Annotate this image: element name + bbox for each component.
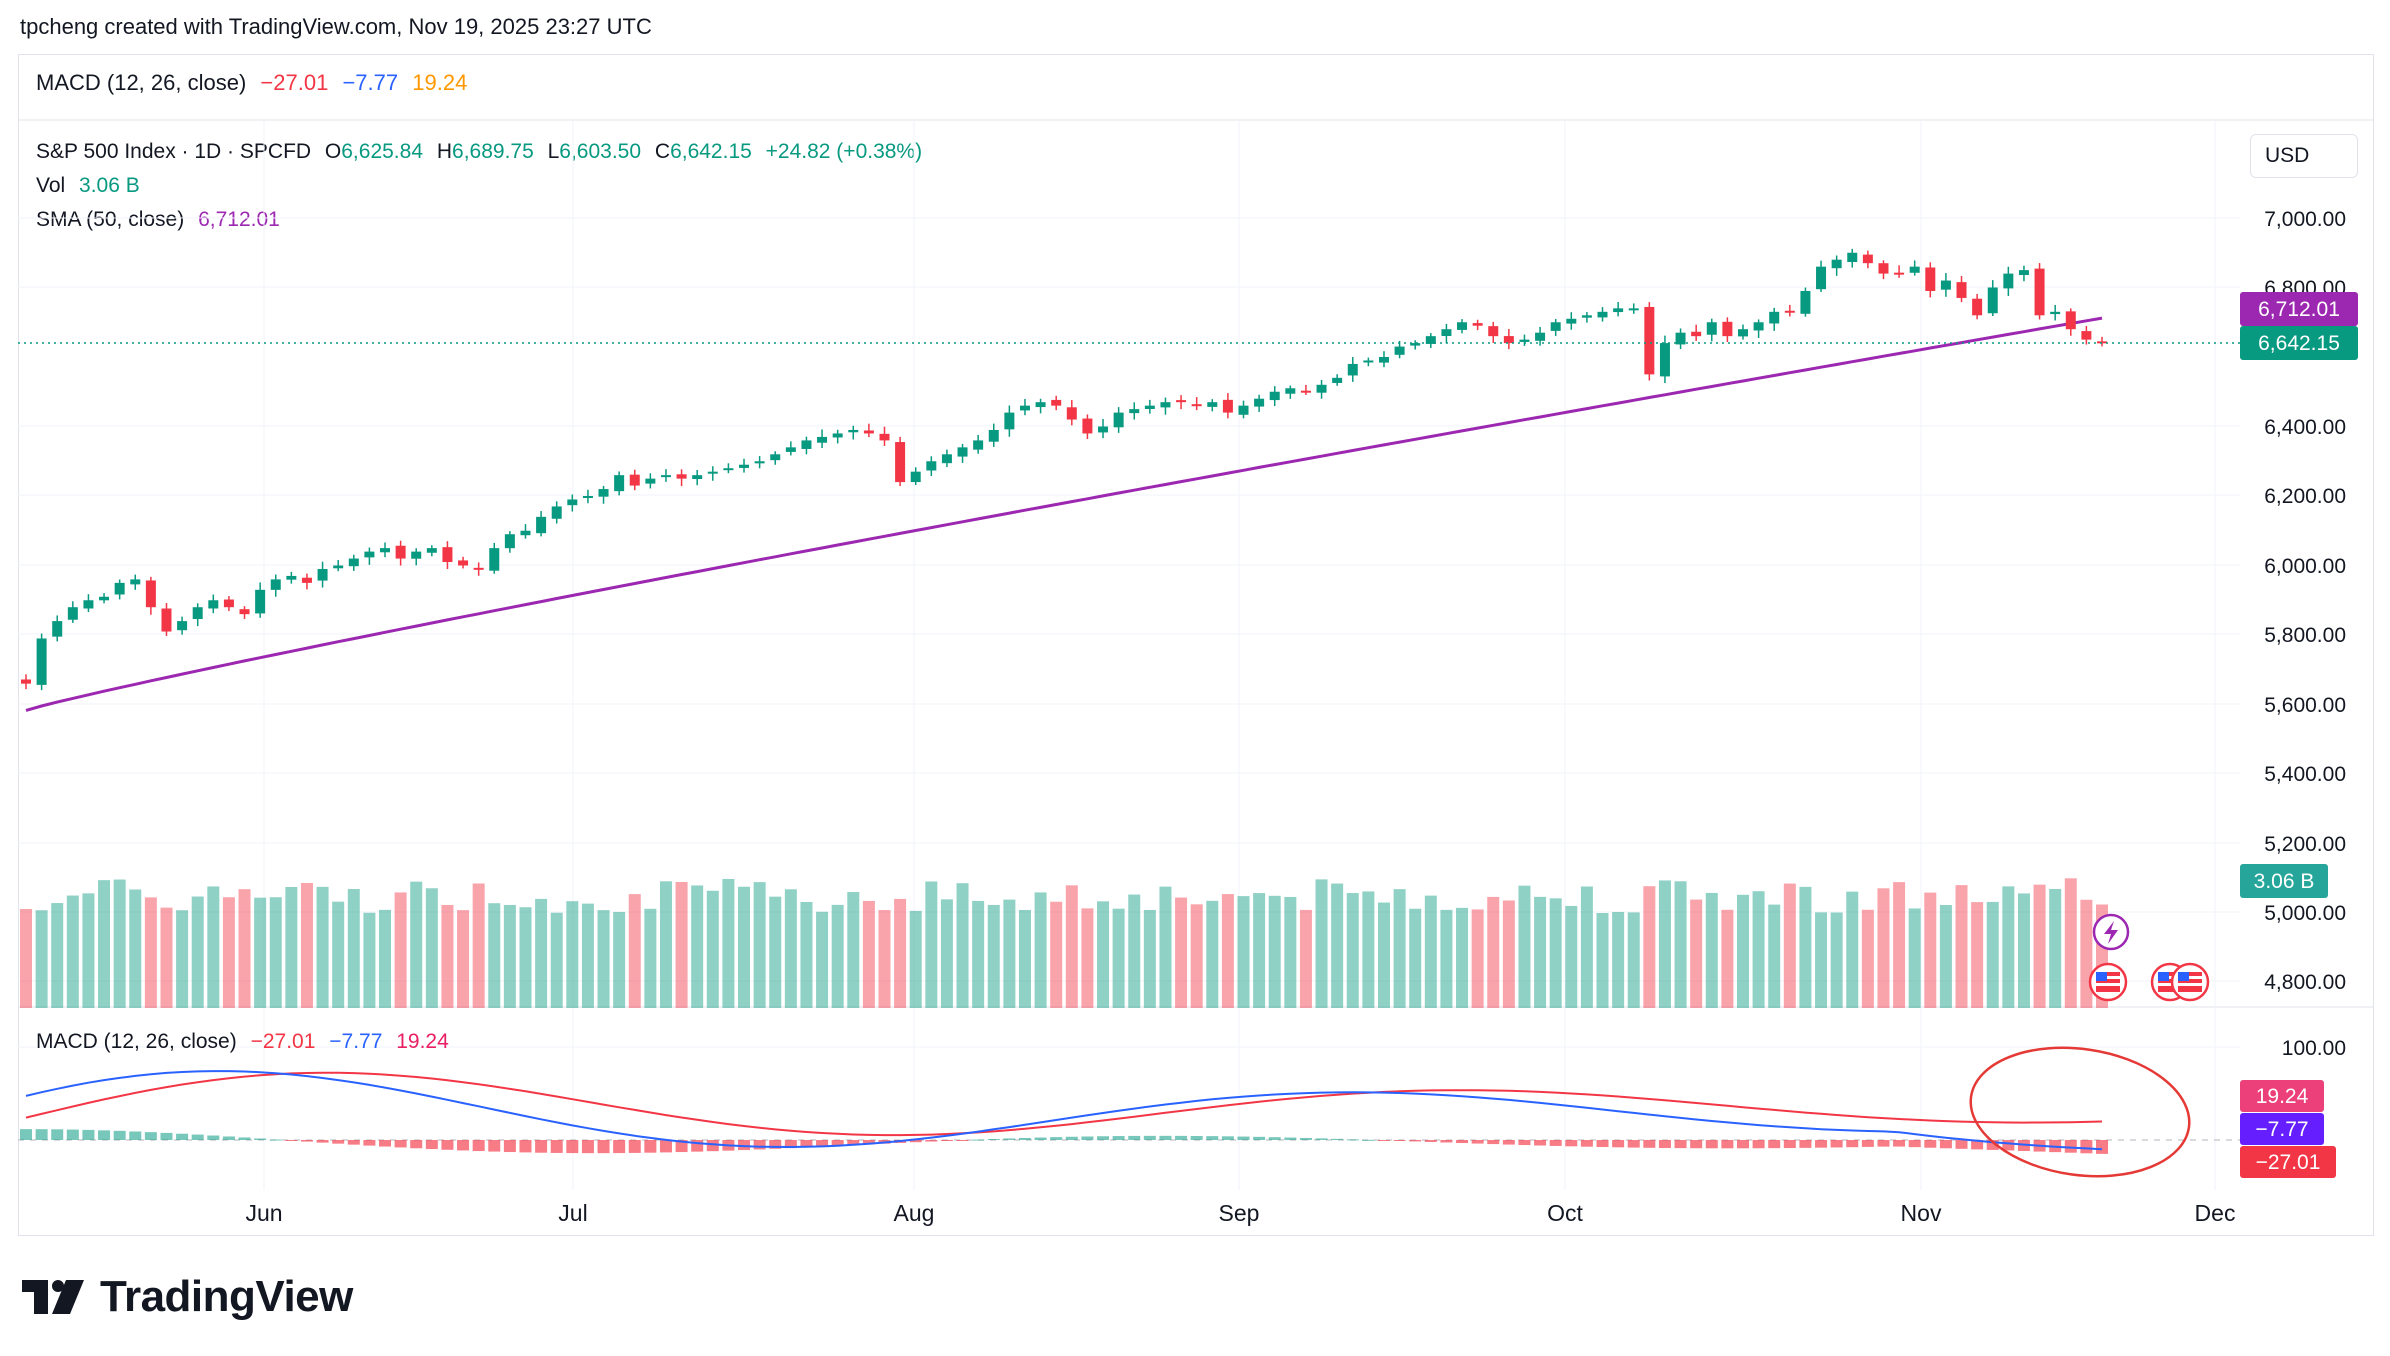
top-macd-value: −27.01	[260, 70, 329, 95]
volume-legend[interactable]: Vol 3.06 B	[36, 174, 140, 198]
close-label: C	[654, 140, 671, 163]
currency-selector[interactable]: USD	[2250, 134, 2358, 178]
top-macd-hist: 19.24	[412, 70, 468, 95]
close-value: 6,642.15	[670, 140, 752, 163]
top-macd-legend[interactable]: MACD (12, 26, close) −27.01 −7.77 19.24	[36, 70, 467, 96]
chart-frame	[18, 54, 2374, 1236]
change-value: +24.82 (+0.38%)	[765, 140, 923, 163]
open-label: O	[324, 140, 342, 163]
top-macd-label: MACD (12, 26, close)	[36, 70, 247, 95]
symbol-name: S&P 500 Index · 1D · SPCFD	[36, 140, 312, 163]
open-value: 6,625.84	[341, 140, 423, 163]
low-label: L	[547, 140, 560, 163]
macd-legend-value: −27.01	[250, 1030, 316, 1053]
volume-value: 3.06 B	[79, 174, 140, 197]
macd-legend-signal: −7.77	[329, 1030, 383, 1053]
sma-legend[interactable]: SMA (50, close) 6,712.01	[36, 208, 280, 232]
high-value: 6,689.75	[452, 140, 534, 163]
tradingview-logo-text: TradingView	[100, 1272, 353, 1321]
macd-legend-label: MACD (12, 26, close)	[36, 1030, 237, 1053]
sma-value: 6,712.01	[198, 208, 280, 231]
symbol-legend[interactable]: S&P 500 Index · 1D · SPCFD O6,625.84 H6,…	[36, 140, 922, 164]
top-macd-signal: −7.77	[342, 70, 399, 95]
currency-label: USD	[2265, 144, 2310, 167]
macd-legend[interactable]: MACD (12, 26, close) −27.01 −7.77 19.24	[36, 1030, 449, 1054]
volume-label: Vol	[36, 174, 66, 197]
macd-legend-hist: 19.24	[396, 1030, 449, 1053]
tradingview-logo-icon	[22, 1280, 84, 1314]
sma-label: SMA (50, close)	[36, 208, 185, 231]
high-label: H	[436, 140, 453, 163]
chart-credit: tpcheng created with TradingView.com, No…	[20, 14, 652, 39]
low-value: 6,603.50	[559, 140, 642, 163]
tradingview-logo[interactable]: TradingView	[22, 1272, 353, 1322]
